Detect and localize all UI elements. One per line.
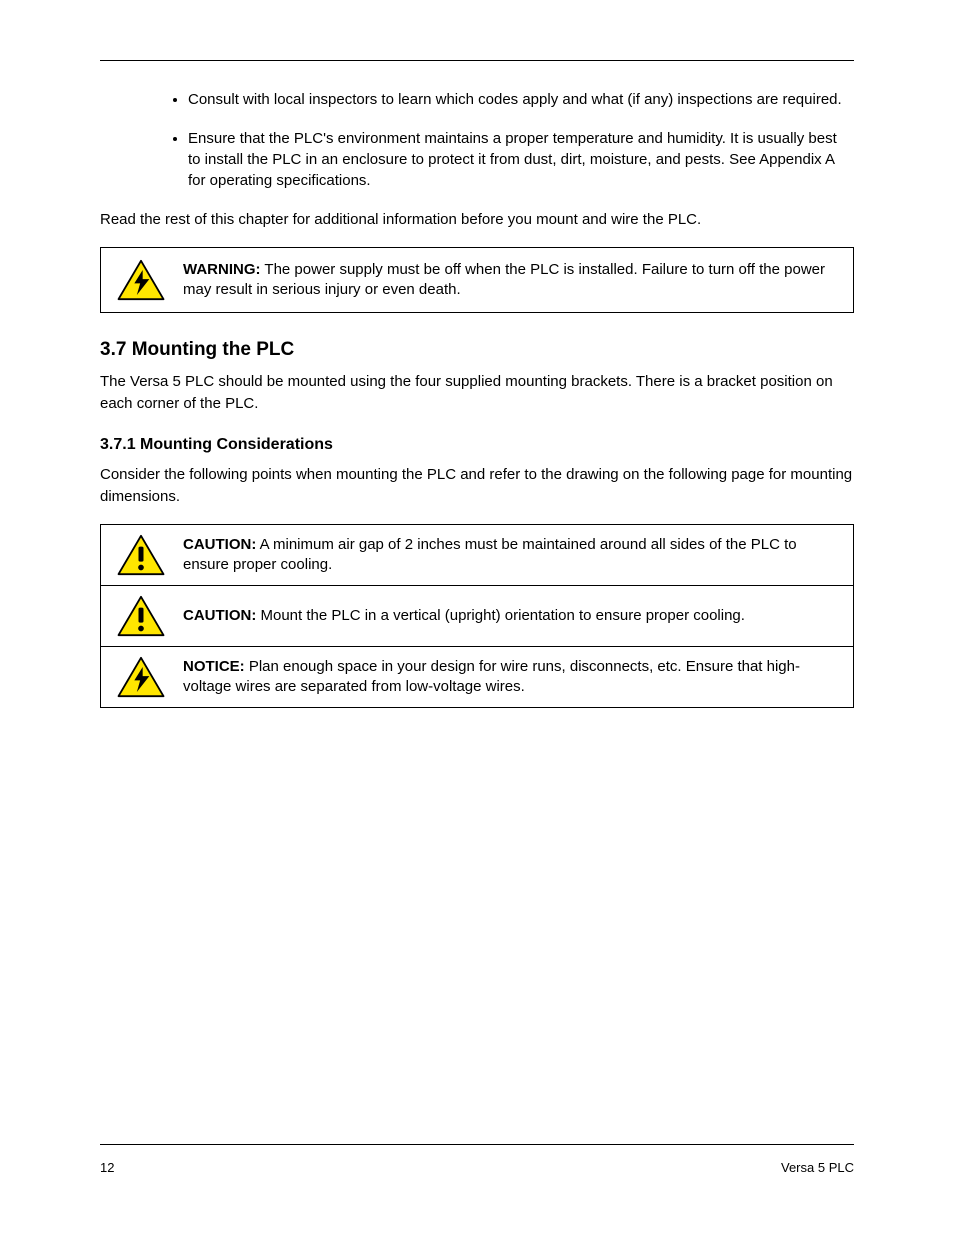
bullet-item: Consult with local inspectors to learn w… bbox=[188, 89, 854, 110]
table-row: CAUTION: A minimum air gap of 2 inches m… bbox=[101, 525, 853, 586]
notice-bolt-icon bbox=[115, 655, 167, 699]
footer-page-number: 12 bbox=[100, 1160, 114, 1175]
caution-exclaim-icon bbox=[115, 533, 167, 577]
document-page: Consult with local inspectors to learn w… bbox=[0, 0, 954, 1235]
table-row: NOTICE: Plan enough space in your design… bbox=[101, 647, 853, 707]
caution-text: A minimum air gap of 2 inches must be ma… bbox=[183, 536, 797, 573]
bottom-rule bbox=[100, 1144, 854, 1145]
section-heading: 3.7 Mounting the PLC bbox=[100, 339, 854, 361]
warning-banner-text: WARNING: The power supply must be off wh… bbox=[183, 260, 839, 301]
top-rule bbox=[100, 60, 854, 61]
table-row: CAUTION: Mount the PLC in a vertical (up… bbox=[101, 586, 853, 647]
section-paragraph: The Versa 5 PLC should be mounted using … bbox=[100, 371, 854, 415]
bullet-item: Ensure that the PLC's environment mainta… bbox=[188, 128, 854, 191]
bullet-list: Consult with local inspectors to learn w… bbox=[100, 89, 854, 191]
caution-exclaim-icon bbox=[115, 594, 167, 638]
notice-text: Plan enough space in your design for wir… bbox=[183, 658, 800, 695]
warning-label: WARNING: bbox=[183, 261, 261, 278]
caution-label: CAUTION: bbox=[183, 536, 256, 553]
caution-label: CAUTION: bbox=[183, 607, 256, 624]
intro-paragraph: Read the rest of this chapter for additi… bbox=[100, 209, 854, 231]
warning-text: The power supply must be off when the PL… bbox=[183, 261, 825, 298]
warning-bolt-icon bbox=[115, 258, 167, 302]
caution-text: Mount the PLC in a vertical (upright) or… bbox=[261, 607, 745, 624]
footer-product-name: Versa 5 PLC bbox=[781, 1160, 854, 1175]
warning-banner: WARNING: The power supply must be off wh… bbox=[100, 247, 854, 313]
caution-table: CAUTION: A minimum air gap of 2 inches m… bbox=[100, 524, 854, 708]
notice-label: NOTICE: bbox=[183, 658, 245, 675]
subsection-heading: 3.7.1 Mounting Considerations bbox=[100, 436, 854, 454]
subsection-paragraph: Consider the following points when mount… bbox=[100, 464, 854, 508]
caution-row-text: CAUTION: Mount the PLC in a vertical (up… bbox=[183, 606, 839, 626]
notice-row-text: NOTICE: Plan enough space in your design… bbox=[183, 657, 839, 698]
caution-row-text: CAUTION: A minimum air gap of 2 inches m… bbox=[183, 535, 839, 576]
